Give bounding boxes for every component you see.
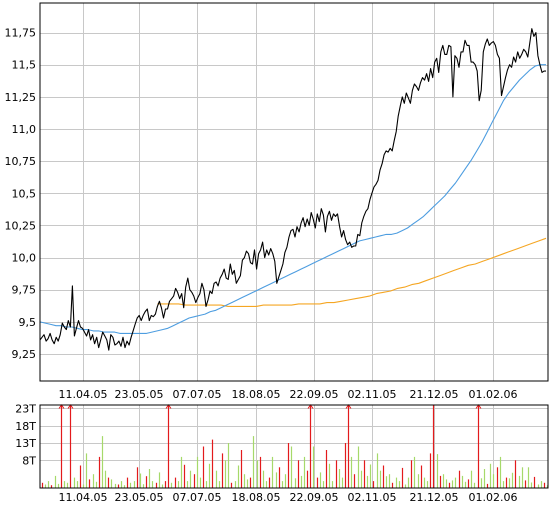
price-panel-frame: [39, 2, 549, 382]
volume-x-tick-labels: 11.04.05 23.05.05 07.07.05 18.08.05 22.09.05…: [59, 491, 518, 504]
price-y-tick-label: 9,5: [19, 316, 37, 329]
price-y-tick-label: 10,75: [5, 155, 37, 168]
volume-panel-frame: [39, 404, 549, 489]
price-line: [39, 28, 546, 351]
moving-average-long-line: [157, 237, 547, 307]
volume-gridlines: [40, 405, 548, 488]
volume-x-tick-label: 18.08.05: [232, 491, 281, 504]
volume-panel: 8T 13T 18T 23T 11.04.05 23.05.05 07.07.05 18.0…: [15, 402, 549, 504]
price-y-tick-label: 10,25: [5, 219, 37, 232]
price-y-tick-label: 9,75: [12, 284, 37, 297]
volume-x-tick-label: 22.09.05: [290, 491, 339, 504]
volume-y-tick-labels: 8T 13T 18T 23T: [15, 402, 36, 467]
price-y-tick-label: 11,25: [5, 91, 37, 104]
volume-x-tick-label: 11.04.05: [59, 491, 108, 504]
price-y-tick-label: 11,75: [5, 27, 37, 40]
volume-bars: [41, 404, 549, 488]
volume-y-tick-label: 13T: [15, 437, 36, 450]
volume-x-tick-label: 07.07.05: [173, 491, 222, 504]
price-x-tick-label: 21.12.05: [410, 388, 459, 401]
price-y-tick-label: 11,0: [12, 123, 37, 136]
volume-y-tick-label: 23T: [15, 402, 36, 415]
price-x-tick-labels: 11.04.05 23.05.05 07.07.05 18.08.05 22.09.05…: [59, 388, 518, 401]
price-panel: 9,25 9,5 9,75 10,0 10,25 10,5 10,75 11,0 11,25 11…: [5, 2, 549, 401]
price-series-lines: [39, 28, 547, 351]
price-y-tick-label: 10,5: [12, 187, 37, 200]
price-y-tick-label: 9,25: [12, 348, 37, 361]
price-x-tick-label: 02.11.05: [348, 388, 397, 401]
price-y-tick-labels: 9,25 9,5 9,75 10,0 10,25 10,5 10,75 11,0 11,25 11…: [5, 27, 37, 361]
price-x-tick-label: 01.02.06: [469, 388, 518, 401]
volume-x-tick-label: 21.12.05: [410, 491, 459, 504]
price-x-tick-label: 18.08.05: [232, 388, 281, 401]
price-y-tick-label: 11,5: [12, 59, 37, 72]
price-y-tick-label: 10,0: [12, 252, 37, 265]
price-x-tick-label: 07.07.05: [173, 388, 222, 401]
volume-x-tick-label: 01.02.06: [469, 491, 518, 504]
volume-x-tick-label: 23.05.05: [115, 491, 164, 504]
volume-y-tick-label: 8T: [22, 454, 36, 467]
price-x-tick-label: 23.05.05: [115, 388, 164, 401]
volume-y-tick-label: 18T: [15, 420, 36, 433]
moving-average-short-line: [39, 64, 546, 334]
price-x-tick-label: 11.04.05: [59, 388, 108, 401]
price-gridlines: [40, 3, 548, 381]
price-x-tick-label: 22.09.05: [290, 388, 339, 401]
volume-x-tick-label: 02.11.05: [348, 491, 397, 504]
